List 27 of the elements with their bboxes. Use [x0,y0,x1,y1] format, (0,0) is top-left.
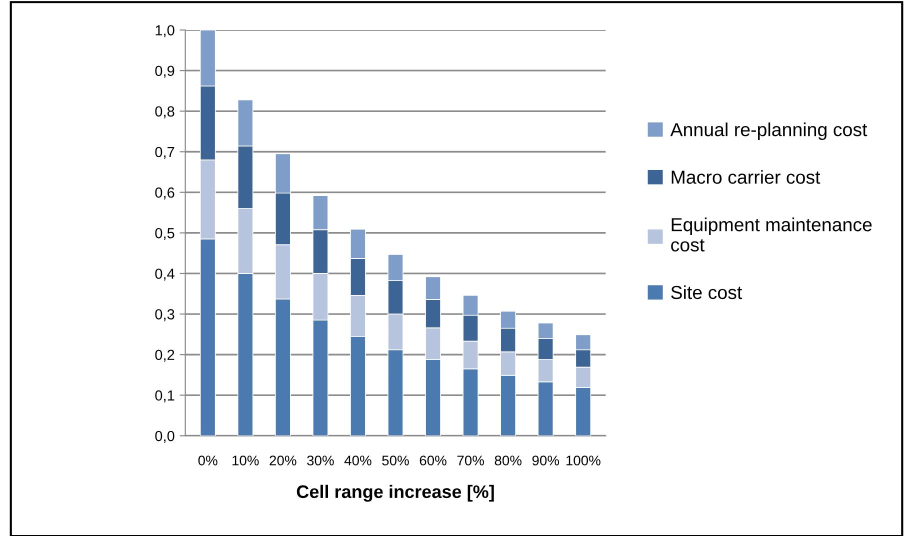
legend-label: Equipment maintenance cost [671,218,872,252]
x-tick-label: 50% [382,456,409,466]
x-tick-label: 0% [198,456,218,466]
x-tick-label: 30% [307,456,334,466]
y-tick-label: 0,9 [155,66,174,78]
y-tick-label: 0,7 [155,146,174,159]
x-tick-label: 80% [494,456,522,466]
y-tick-label: 0,0 [155,430,174,443]
x-tick-label: 40% [344,456,372,466]
legend-label: Macro carrier cost [672,170,820,184]
y-tick-label: 0,1 [155,390,174,402]
y-tick-label: 0,8 [155,106,174,118]
x-tick-label: 100% [566,456,600,466]
y-tick-label: 0,4 [155,268,174,281]
legend-label: Site cost [671,285,742,300]
x-tick-label: 10% [232,456,259,466]
y-tick-label: 0,5 [155,228,174,240]
x-tick-label: 20% [270,456,296,466]
y-tick-label: 0,6 [155,187,174,200]
y-tick-label: 0,2 [155,350,174,362]
x-tick-label: 70% [457,456,484,466]
y-tick-label: 1,0 [156,25,174,38]
legend-label: Annual re-planning cost [670,122,868,140]
y-tick-label: 0,3 [155,309,174,322]
x-tick-label: 60% [420,456,446,466]
x-axis-title: Cell range increase [%] [296,484,494,502]
x-tick-label: 90% [532,456,560,466]
